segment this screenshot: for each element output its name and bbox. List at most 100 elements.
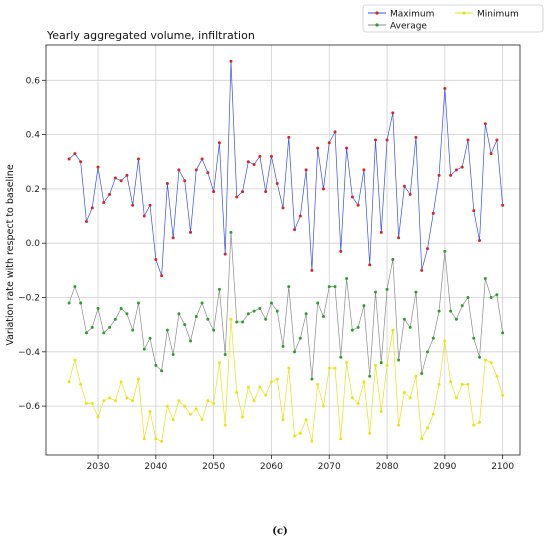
data-point-maximum	[171, 236, 175, 240]
data-point-average	[73, 285, 77, 289]
data-point-maximum	[79, 160, 83, 164]
data-point-maximum	[131, 203, 135, 207]
data-point-maximum	[125, 173, 129, 177]
data-point-minimum	[350, 396, 354, 400]
data-point-average	[321, 315, 325, 319]
data-point-maximum	[379, 230, 383, 234]
data-point-minimum	[189, 412, 193, 416]
data-point-maximum	[258, 154, 262, 158]
data-point-average	[293, 350, 297, 354]
data-point-average	[235, 320, 239, 324]
data-point-maximum	[142, 214, 146, 218]
data-point-maximum	[212, 190, 216, 194]
series-line-maximum	[68, 61, 504, 276]
x-tick-label: 2090	[433, 462, 456, 472]
data-point-minimum	[223, 423, 227, 427]
data-point-average	[212, 328, 216, 332]
data-point-average	[310, 377, 314, 381]
data-point-average	[437, 309, 441, 313]
x-tick-label: 2070	[318, 462, 341, 472]
data-point-average	[160, 369, 164, 373]
y-tick-label: 0.0	[26, 239, 41, 249]
data-point-average	[154, 363, 158, 367]
x-tick-label: 2060	[260, 462, 283, 472]
x-tick-label: 2080	[376, 462, 399, 472]
data-point-average	[431, 336, 435, 340]
data-point-maximum	[108, 192, 112, 196]
data-point-average	[131, 328, 135, 332]
x-axis: 2030 2040 2050 2060 2070 2080 2090 2100	[87, 455, 514, 472]
data-point-average	[252, 309, 256, 313]
data-point-maximum	[501, 203, 505, 207]
data-point-maximum	[437, 173, 441, 177]
data-point-maximum	[333, 130, 337, 134]
data-point-minimum	[321, 404, 325, 408]
data-point-minimum	[275, 377, 279, 381]
data-point-maximum	[420, 268, 424, 272]
data-point-minimum	[142, 437, 146, 441]
data-point-average	[426, 350, 430, 354]
data-point-minimum	[414, 374, 418, 378]
data-point-maximum	[160, 274, 164, 278]
data-point-maximum	[408, 192, 412, 196]
data-point-minimum	[119, 380, 123, 384]
data-point-maximum	[102, 200, 106, 204]
chart-title: Yearly aggregated volume, infiltration	[46, 29, 255, 42]
data-point-maximum	[177, 168, 181, 172]
data-point-average	[108, 325, 112, 329]
x-tick-label: 2050	[202, 462, 225, 472]
data-point-minimum	[478, 420, 482, 424]
data-point-maximum	[327, 141, 331, 145]
data-point-maximum	[495, 138, 499, 142]
data-point-minimum	[258, 385, 262, 389]
data-point-maximum	[472, 209, 476, 213]
data-point-average	[136, 301, 140, 305]
series-line-average	[68, 232, 504, 380]
data-point-minimum	[287, 366, 291, 370]
data-point-minimum	[79, 382, 83, 386]
data-point-maximum	[136, 157, 140, 161]
data-point-minimum	[483, 358, 487, 362]
data-point-average	[113, 317, 117, 321]
y-tick-label: 0.6	[26, 76, 41, 86]
data-point-minimum	[373, 363, 377, 367]
data-point-minimum	[426, 426, 430, 430]
data-point-average	[402, 317, 406, 321]
data-point-average	[368, 374, 372, 378]
data-point-minimum	[217, 361, 221, 365]
data-point-maximum	[246, 160, 250, 164]
data-point-minimum	[154, 437, 158, 441]
data-point-minimum	[96, 415, 100, 419]
data-point-minimum	[136, 377, 140, 381]
x-tick-label: 2030	[87, 462, 110, 472]
data-point-minimum	[460, 382, 464, 386]
figure-caption: (c)	[272, 526, 288, 537]
data-point-average	[96, 306, 100, 310]
data-point-maximum	[316, 146, 320, 150]
data-point-maximum	[426, 247, 430, 251]
data-point-minimum	[454, 396, 458, 400]
data-point-minimum	[472, 423, 476, 427]
data-point-minimum	[235, 391, 239, 395]
data-point-average	[142, 347, 146, 351]
data-point-minimum	[501, 393, 505, 397]
data-point-average	[420, 372, 424, 376]
data-point-maximum	[385, 138, 389, 142]
data-point-maximum	[189, 230, 193, 234]
legend-label-maximum: Maximum	[390, 10, 434, 20]
data-point-average	[275, 309, 279, 313]
y-tick-label: 0.4	[26, 131, 41, 141]
data-point-maximum	[454, 168, 458, 172]
data-point-minimum	[90, 401, 94, 405]
data-point-maximum	[287, 135, 291, 139]
series-minimum	[67, 317, 505, 443]
data-point-maximum	[460, 165, 464, 169]
data-point-minimum	[397, 423, 401, 427]
data-point-average	[501, 331, 505, 335]
data-point-maximum	[339, 249, 343, 253]
data-point-maximum	[252, 162, 256, 166]
y-tick-label: −0.4	[18, 348, 40, 358]
data-point-minimum	[356, 401, 360, 405]
data-point-minimum	[368, 431, 372, 435]
data-point-minimum	[125, 396, 129, 400]
